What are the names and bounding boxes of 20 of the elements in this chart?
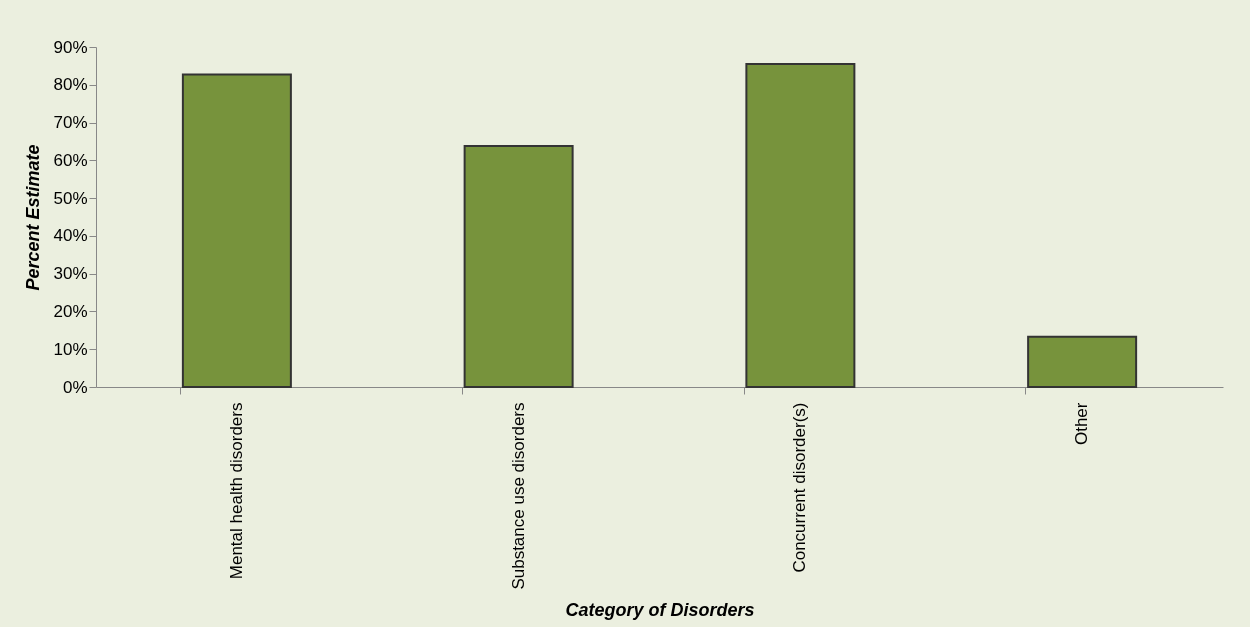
x-tick-label: Mental health disorders xyxy=(226,402,246,580)
y-tick-label: 60% xyxy=(53,150,88,170)
y-tick-label: 40% xyxy=(53,226,88,246)
x-tick-label: Other xyxy=(1072,402,1092,446)
y-tick-label: 80% xyxy=(53,75,88,95)
x-tick-label: Concurrent disorder(s) xyxy=(790,402,810,573)
x-tick-label: Substance use disorders xyxy=(508,402,528,590)
y-axis-title: Percent Estimate xyxy=(23,144,44,291)
y-tick-label: 10% xyxy=(53,339,88,359)
bar xyxy=(1027,335,1138,388)
y-tick-label: 0% xyxy=(62,377,88,397)
bar xyxy=(463,144,574,388)
y-tick-label: 90% xyxy=(53,37,88,57)
bar xyxy=(181,73,292,388)
bar xyxy=(745,63,856,388)
y-tick-label: 70% xyxy=(53,113,88,133)
y-tick-label: 30% xyxy=(53,264,88,284)
x-axis-title: Category of Disorders xyxy=(565,599,755,620)
y-tick-label: 50% xyxy=(53,188,88,208)
y-tick-label: 20% xyxy=(53,301,88,321)
